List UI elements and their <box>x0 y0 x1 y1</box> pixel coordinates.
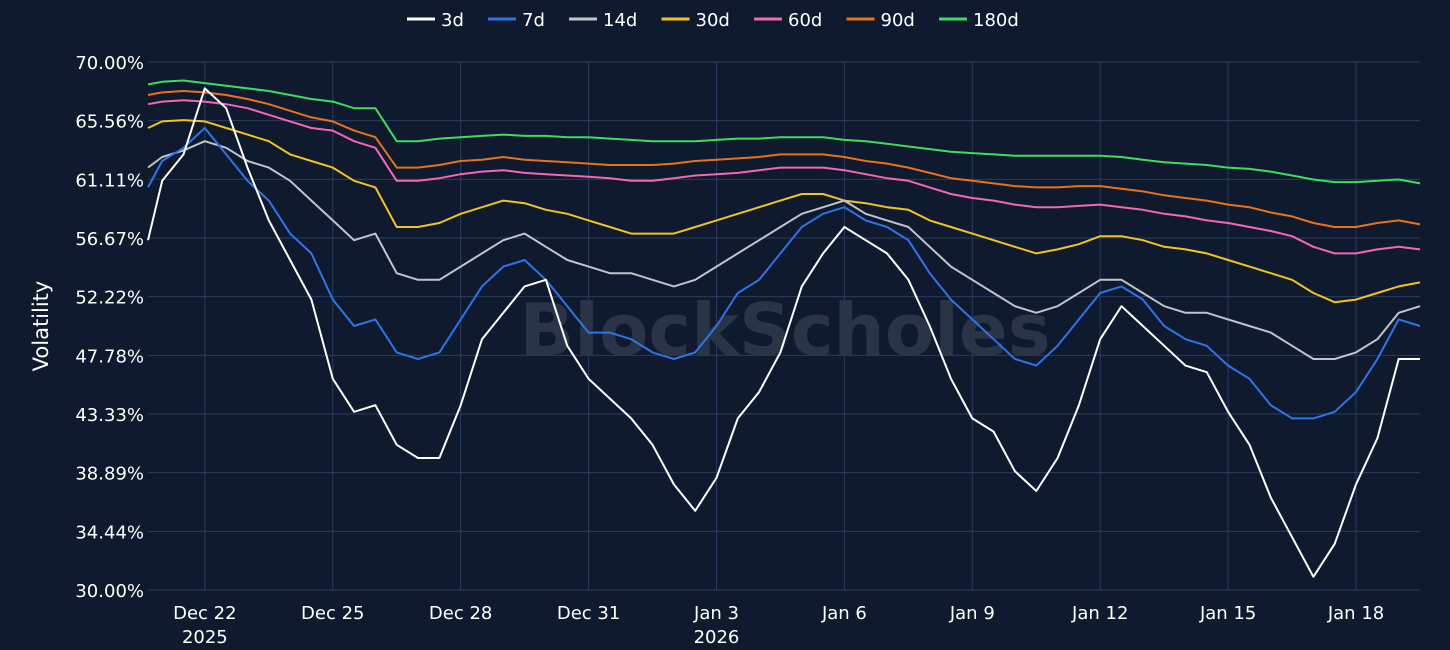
y-tick-label: 30.00% <box>75 581 144 602</box>
legend-label-7d: 7d <box>522 10 545 31</box>
legend: 3d 7d 14d 30d 60d 90d 180d <box>407 10 1019 31</box>
x-tick-label: Dec 28 <box>429 603 492 624</box>
y-tick-label: 47.78% <box>75 346 144 367</box>
legend-label-90d: 90d <box>881 10 915 31</box>
x-tick-label: Jan 18 <box>1327 603 1384 624</box>
grid-layer <box>148 61 1420 591</box>
series-line-60d <box>147 99 1421 255</box>
series-line-30d <box>147 119 1421 304</box>
x-tick-label: Dec 25 <box>301 603 364 624</box>
x-tick-label: Jan 12 <box>1071 603 1128 624</box>
legend-label-14d: 14d <box>603 10 637 31</box>
series-layer <box>147 79 1421 578</box>
x-tick-label: Jan 15 <box>1199 603 1256 624</box>
x-tick-label: Jan 6 <box>821 603 867 624</box>
x-axis-ticks: Dec 22 2025 Dec 25 Dec 28 Dec 31 Jan 3 2026 Jan… <box>173 603 1384 648</box>
y-axis-label: Volatility <box>29 281 53 372</box>
y-tick-label: 38.89% <box>75 464 144 485</box>
legend-label-3d: 3d <box>441 10 464 31</box>
series-line-90d <box>147 90 1421 228</box>
y-axis-ticks: 70.00% 65.56% 61.11% 56.67% 52.22% 47.78% 43.3… <box>75 53 144 602</box>
x-tick-label: Jan 9 <box>949 603 995 624</box>
series-line-180d <box>147 79 1421 185</box>
y-tick-label: 43.33% <box>75 405 144 426</box>
x-tick-label: Dec 31 <box>557 603 620 624</box>
x-tick-year-label: 2026 <box>694 627 740 648</box>
legend-label-180d: 180d <box>973 10 1019 31</box>
y-tick-label: 61.11% <box>75 170 144 191</box>
series-line-3d <box>147 87 1420 578</box>
x-tick-year-label: 2025 <box>182 627 228 648</box>
legend-label-60d: 60d <box>788 10 822 31</box>
series-line-14d <box>147 140 1421 360</box>
y-tick-label: 34.44% <box>75 522 144 543</box>
y-tick-label: 56.67% <box>75 229 144 250</box>
y-tick-label: 70.00% <box>75 53 144 74</box>
series-line-7d <box>147 127 1421 420</box>
y-tick-label: 65.56% <box>75 112 144 133</box>
legend-label-30d: 30d <box>696 10 730 31</box>
watermark-logo: BlockScholes <box>519 288 1050 372</box>
y-tick-label: 52.22% <box>75 288 144 309</box>
x-tick-label: Jan 3 <box>693 603 739 624</box>
x-tick-label: Dec 22 <box>173 603 236 624</box>
